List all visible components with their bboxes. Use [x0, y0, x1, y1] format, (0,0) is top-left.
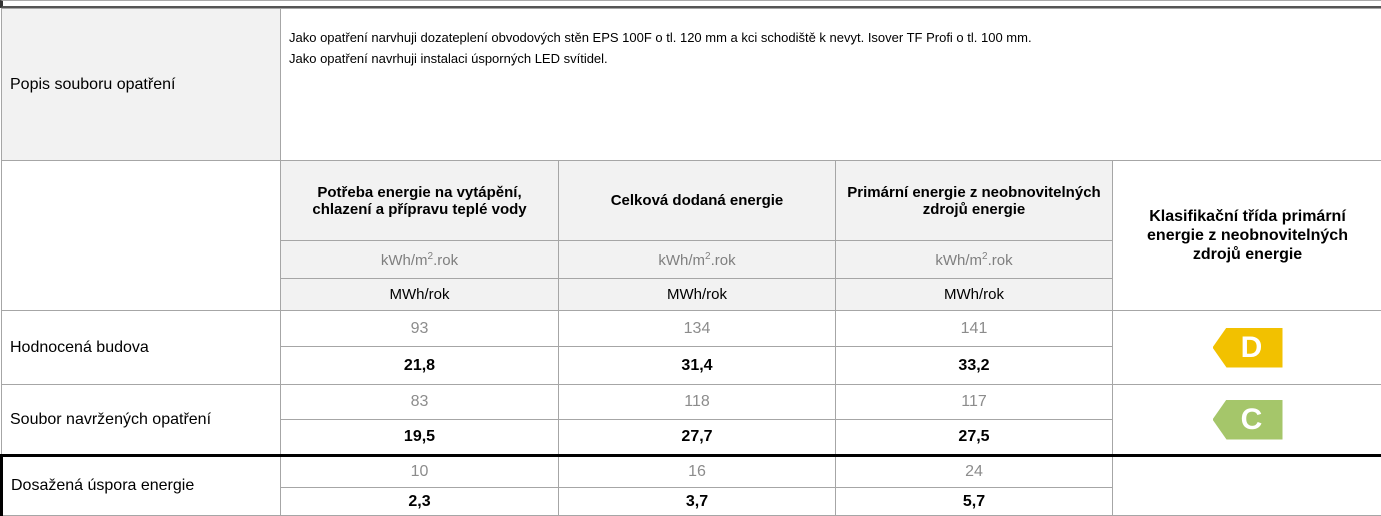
- column-header: Celková dodaná energie: [559, 161, 836, 241]
- unit-cell: MWh/rok: [836, 279, 1113, 311]
- unit-text: kWh/m: [935, 252, 982, 269]
- column-header: Potřeba energie na vytápění, chlazení a …: [281, 161, 559, 241]
- value-cell: 2,3: [281, 488, 559, 516]
- value-cell: 5,7: [836, 488, 1113, 516]
- value-cell: 27,7: [559, 420, 836, 456]
- value-cell: 83: [281, 385, 559, 420]
- description-line: Jako opatření narvhuji dozateplení obvod…: [289, 27, 1374, 48]
- value-cell: 27,5: [836, 420, 1113, 456]
- unit-cell: MWh/rok: [281, 279, 559, 311]
- row-label: Soubor navržených opatření: [2, 385, 281, 456]
- unit-text: .rok: [433, 252, 458, 269]
- column-header: Klasifikační třída primární energie z ne…: [1113, 161, 1381, 311]
- value-cell: 134: [559, 311, 836, 347]
- top-border: [0, 0, 1381, 8]
- unit-text: .rok: [711, 252, 736, 269]
- value-cell: 24: [836, 456, 1113, 488]
- value-cell: 21,8: [281, 347, 559, 385]
- value-cell: 31,4: [559, 347, 836, 385]
- unit-cell: MWh/rok: [559, 279, 836, 311]
- unit-text: kWh/m: [658, 252, 705, 269]
- description-line: Jako opatření navrhuji instalaci úsporný…: [289, 48, 1374, 69]
- unit-cell: kWh/m2.rok: [836, 241, 1113, 279]
- value-cell: 16: [559, 456, 836, 488]
- class-badge: D: [1213, 328, 1283, 368]
- row-label: Hodnocená budova: [2, 311, 281, 385]
- row-label: Popis souboru opatření: [2, 9, 281, 161]
- unit-text: kWh/m: [381, 252, 428, 269]
- value-cell: 93: [281, 311, 559, 347]
- unit-cell: kWh/m2.rok: [559, 241, 836, 279]
- unit-text: .rok: [988, 252, 1013, 269]
- class-cell: D: [1113, 311, 1381, 385]
- class-cell: [1113, 456, 1381, 516]
- value-cell: 10: [281, 456, 559, 488]
- value-cell: 19,5: [281, 420, 559, 456]
- row-label: Dosažená úspora energie: [2, 456, 281, 516]
- value-cell: 33,2: [836, 347, 1113, 385]
- energy-table: Popis souboru opatření Jako opatření nar…: [0, 8, 1381, 516]
- class-cell: C: [1113, 385, 1381, 456]
- value-cell: 3,7: [559, 488, 836, 516]
- value-cell: 118: [559, 385, 836, 420]
- value-cell: 141: [836, 311, 1113, 347]
- unit-cell: kWh/m2.rok: [281, 241, 559, 279]
- column-header: Primární energie z neobnovitelných zdroj…: [836, 161, 1113, 241]
- description: Jako opatření narvhuji dozateplení obvod…: [281, 9, 1381, 161]
- value-cell: 117: [836, 385, 1113, 420]
- class-badge: C: [1213, 400, 1283, 440]
- empty-cell: [2, 161, 281, 311]
